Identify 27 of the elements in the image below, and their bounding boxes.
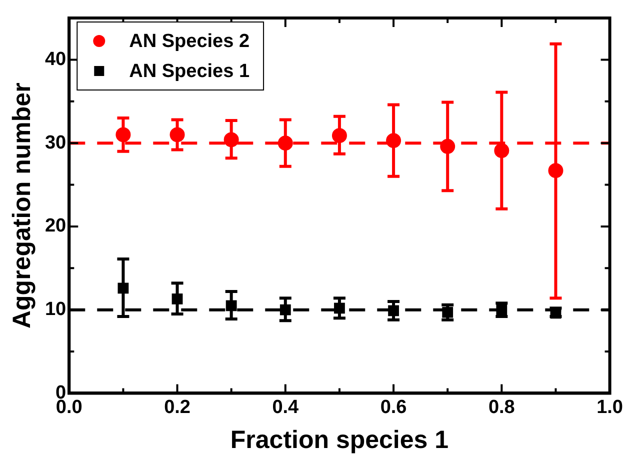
y-tick-label: 10 — [44, 299, 66, 320]
x-tick-label: 0.6 — [380, 396, 407, 418]
x-tick-label: 0.4 — [272, 396, 300, 418]
point — [494, 143, 510, 158]
point — [548, 163, 564, 178]
point — [226, 300, 237, 312]
point — [386, 133, 402, 148]
x-axis-title: Fraction species 1 — [230, 426, 449, 454]
point — [172, 294, 183, 304]
point — [334, 302, 345, 314]
x-tick-label: 0.8 — [488, 396, 515, 418]
point — [278, 136, 293, 151]
point — [224, 132, 239, 148]
point — [170, 127, 185, 142]
point — [280, 304, 291, 316]
x-tick-label: 1.0 — [596, 396, 624, 418]
y-tick-label: 30 — [44, 132, 66, 154]
x-tick-label: 0.2 — [164, 396, 190, 418]
point — [116, 127, 131, 142]
y-tick-label: 40 — [44, 48, 66, 70]
y-axis-title: Aggregation number — [8, 82, 36, 329]
legend-label: AN Species 1 — [129, 61, 250, 82]
point — [118, 282, 129, 294]
point — [440, 138, 456, 154]
y-tick-label: 20 — [44, 216, 66, 237]
point — [332, 128, 347, 144]
legend-label: AN Species 2 — [129, 31, 250, 52]
